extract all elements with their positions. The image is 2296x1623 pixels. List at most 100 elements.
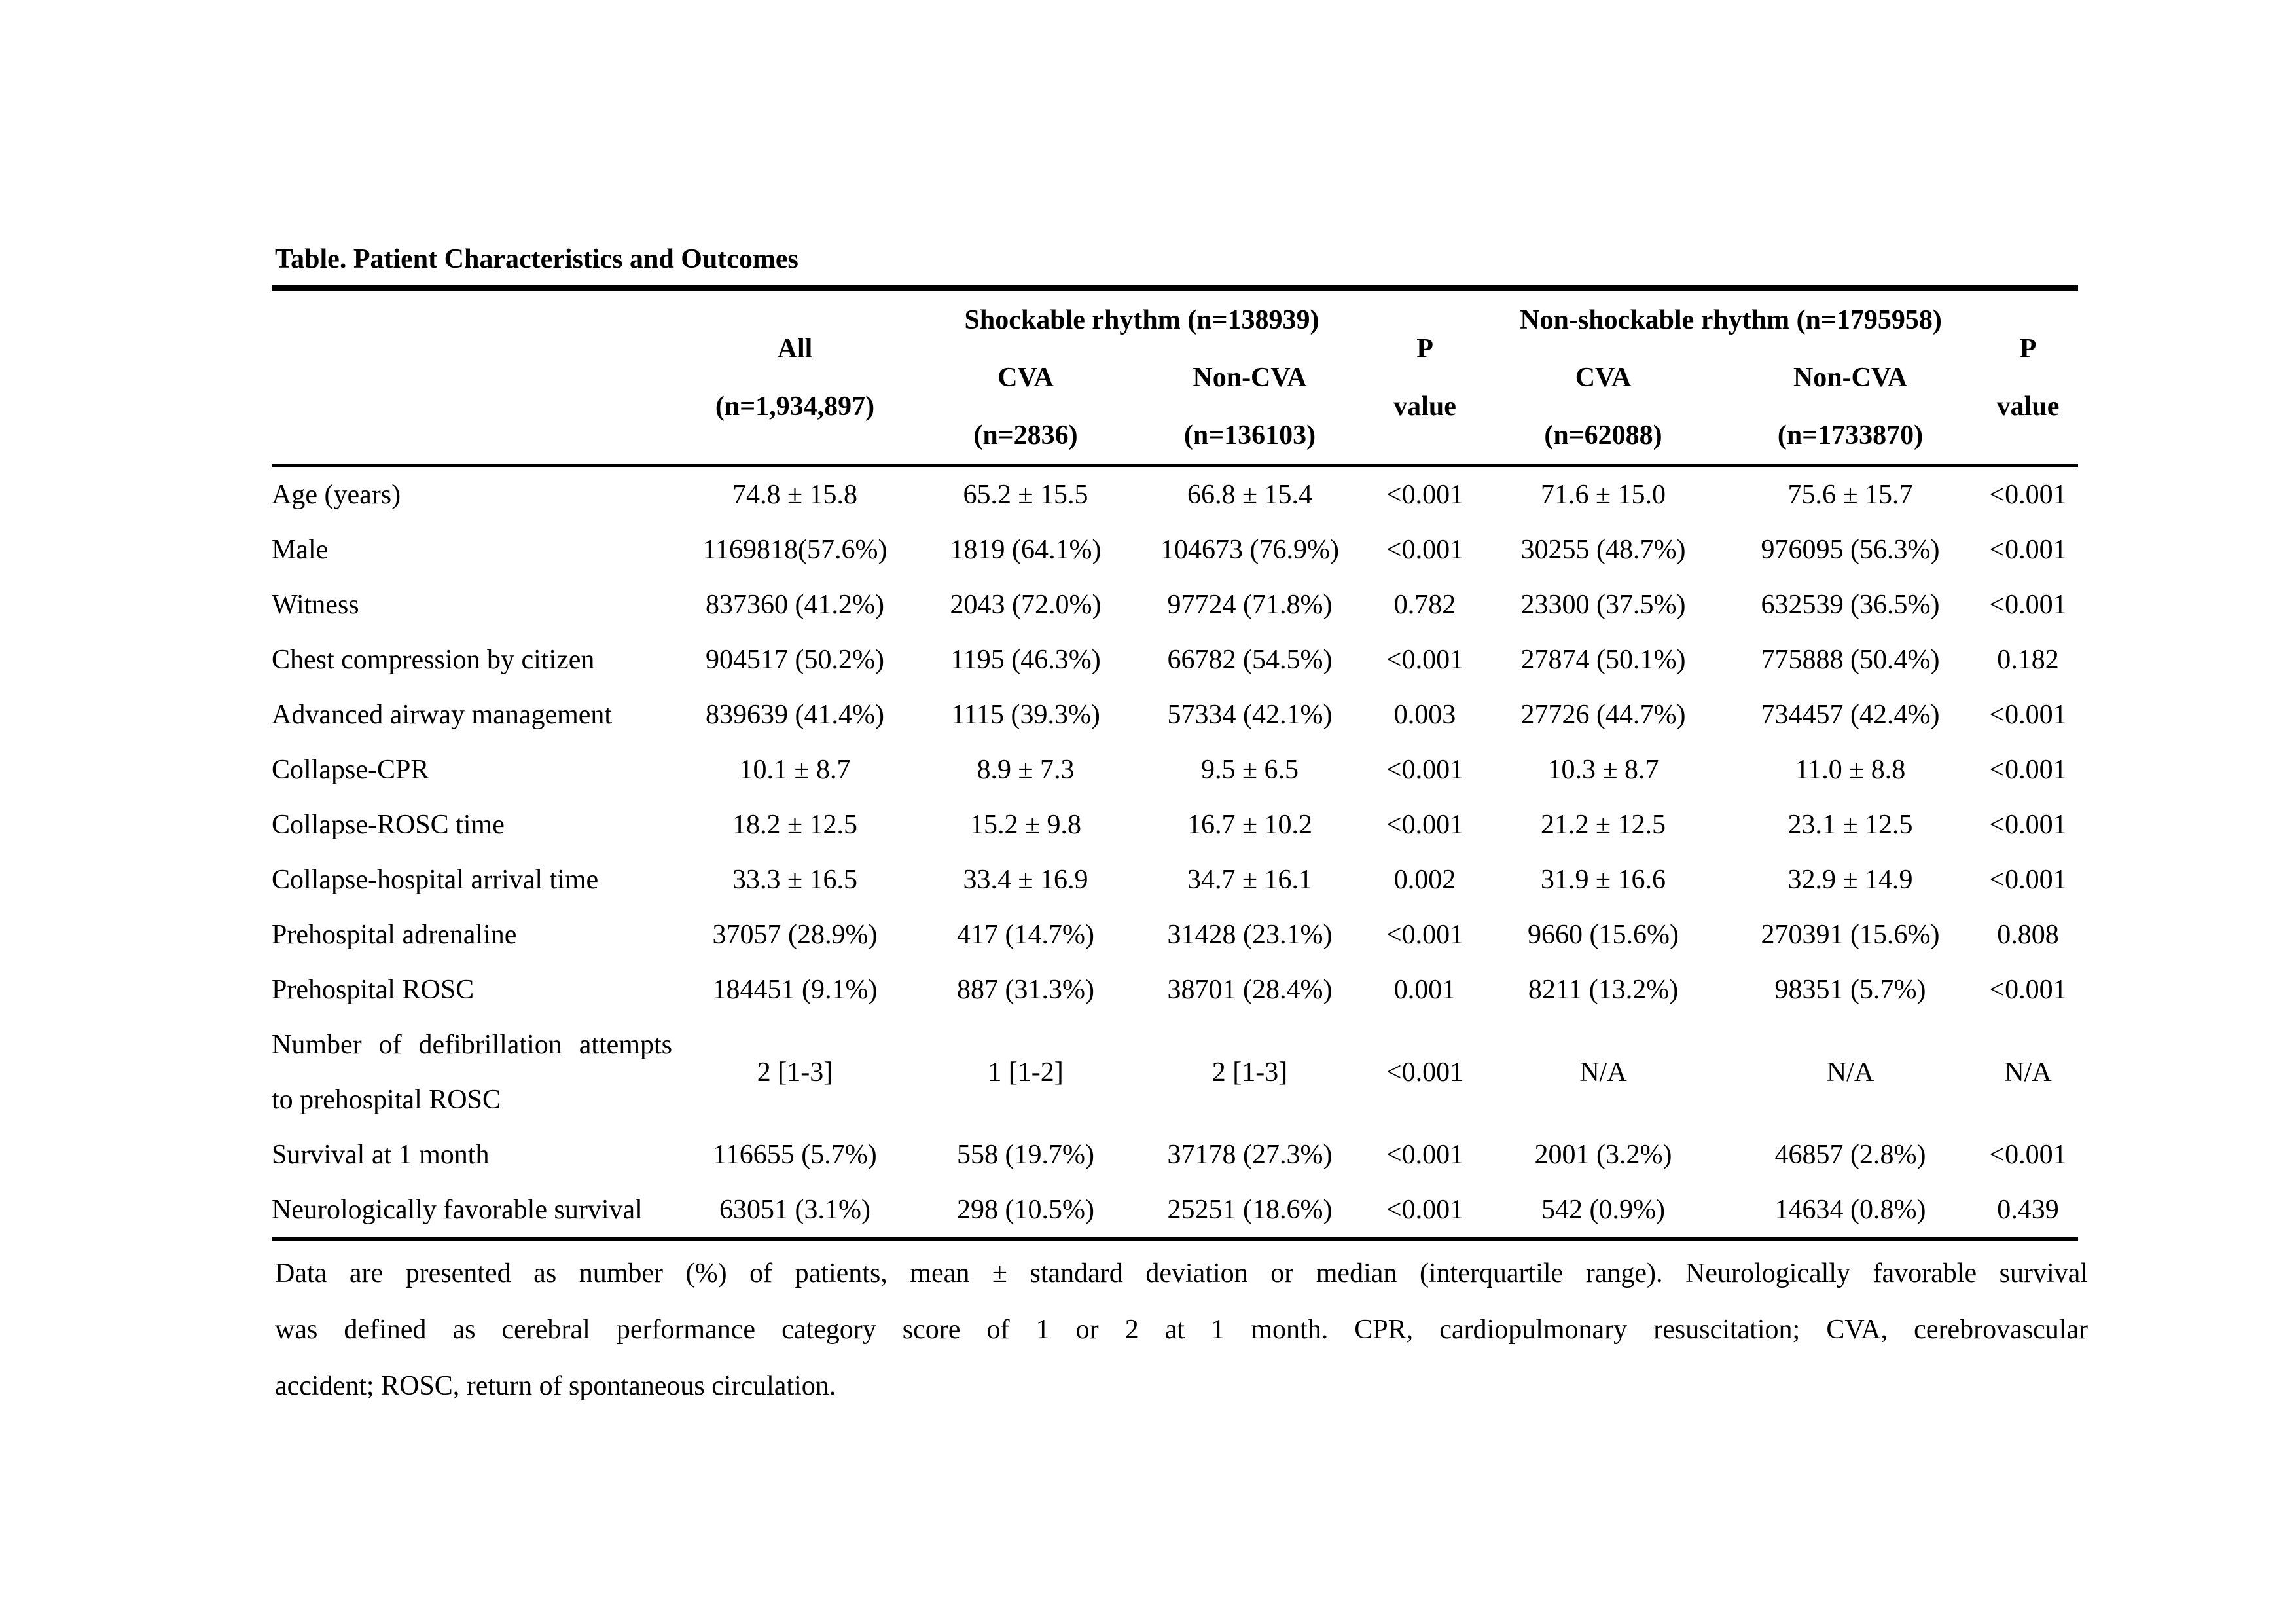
cell-shockable-noncva: 37178 (27.3%) [1167,1140,1333,1170]
row-label: Collapse-ROSC time [272,810,505,840]
cell-shockable-cva: 65.2 ± 15.5 [963,480,1088,510]
shockable-noncva-label: Non-CVA [1193,363,1307,393]
cell-shockable-cva: 298 (10.5%) [957,1195,1094,1225]
cell-pvalue-shockable: <0.001 [1386,535,1464,565]
cell-shockable-noncva: 2 [1-3] [1211,1057,1288,1087]
cell-all: 184451 (9.1%) [712,975,878,1005]
cell-nonshockable-noncva: 270391 (15.6%) [1761,920,1940,950]
cell-nonshockable-noncva: 14634 (0.8%) [1774,1195,1926,1225]
cell-pvalue-nonshockable: 0.808 [1997,920,2059,950]
row-label: Neurologically favorable survival [272,1195,643,1225]
cell-nonshockable-cva: 27726 (44.7%) [1520,700,1686,730]
cell-nonshockable-noncva: 98351 (5.7%) [1774,975,1926,1005]
table-row-survival-1-month: Survival at 1 month 116655 (5.7%) 558 (1… [272,1127,2078,1182]
column-header-shockable-cva: CVA (n=2836) [918,349,1134,466]
table-body: Age (years) 74.8 ± 15.8 65.2 ± 15.5 66.8… [272,466,2078,1239]
footnote-line-1: Data are presented as number (%) of pati… [275,1258,2088,1288]
cell-nonshockable-cva: 71.6 ± 15.0 [1540,480,1666,510]
table-row-prehospital-adrenaline: Prehospital adrenaline 37057 (28.9%) 417… [272,907,2078,962]
header-row-subgroups: CVA (n=2836) Non-CVA (n=136103) CVA (n=6… [272,349,2078,466]
row-label: Number of defibrillation attempts to pre… [272,1017,672,1127]
pvalue-line1: P [1416,334,1433,364]
cell-all: 10.1 ± 8.7 [739,755,851,785]
table-row-advanced-airway: Advanced airway management 839639 (41.4%… [272,687,2078,742]
cell-shockable-noncva: 66.8 ± 15.4 [1187,480,1313,510]
cell-pvalue-nonshockable: <0.001 [1989,810,2067,840]
row-label: Prehospital ROSC [272,975,475,1005]
cell-shockable-cva: 1195 (46.3%) [950,645,1101,675]
cell-pvalue-shockable: <0.001 [1386,480,1464,510]
cell-shockable-noncva: 16.7 ± 10.2 [1187,810,1313,840]
shockable-cva-label: CVA [997,363,1054,393]
cell-shockable-cva: 417 (14.7%) [957,920,1094,950]
table-title: Table. Patient Characteristics and Outco… [275,244,798,274]
cell-nonshockable-cva: 542 (0.9%) [1541,1195,1665,1225]
cell-nonshockable-cva: 23300 (37.5%) [1520,590,1686,620]
cell-all: 37057 (28.9%) [712,920,878,950]
cell-all: 63051 (3.1%) [719,1195,870,1225]
cell-pvalue-shockable: <0.001 [1386,755,1464,785]
column-header-pvalue-nonshockable: P value [1978,289,2078,466]
table-footnote: Data are presented as number (%) of pati… [275,1245,2088,1414]
cell-nonshockable-cva: N/A [1579,1057,1627,1087]
cell-pvalue-shockable: 0.782 [1393,590,1456,620]
cell-nonshockable-cva: 9660 (15.6%) [1528,920,1679,950]
table-row-witness: Witness 837360 (41.2%) 2043 (72.0%) 9772… [272,577,2078,632]
cell-nonshockable-noncva: N/A [1826,1057,1874,1087]
shockable-noncva-n: (n=136103) [1183,420,1316,450]
cell-shockable-cva: 33.4 ± 16.9 [963,865,1088,895]
cell-pvalue-shockable: <0.001 [1386,1140,1464,1170]
pvalue-line1: P [2019,334,2037,364]
cell-shockable-noncva: 34.7 ± 16.1 [1187,865,1313,895]
cell-pvalue-nonshockable: 0.439 [1997,1195,2059,1225]
cell-nonshockable-cva: 21.2 ± 12.5 [1540,810,1666,840]
row-label: Collapse-CPR [272,755,429,785]
cell-shockable-cva: 1819 (64.1%) [950,535,1102,565]
cell-all: 33.3 ± 16.5 [732,865,858,895]
row-label: Chest compression by citizen [272,645,595,675]
cell-pvalue-shockable: <0.001 [1386,645,1464,675]
cell-nonshockable-cva: 8211 (13.2%) [1528,975,1679,1005]
cell-pvalue-nonshockable: <0.001 [1989,700,2067,730]
footnote-line-3: accident; ROSC, return of spontaneous ci… [275,1371,836,1401]
row-label: Advanced airway management [272,700,613,730]
column-header-all-line1: All [777,334,813,364]
table-row-defibrillation-attempts: Number of defibrillation attempts to pre… [272,1017,2078,1127]
cell-all: 116655 (5.7%) [713,1140,877,1170]
column-header-nonshockable-cva: CVA (n=62088) [1484,349,1723,466]
cell-shockable-cva: 558 (19.7%) [957,1140,1094,1170]
cell-shockable-noncva: 38701 (28.4%) [1167,975,1333,1005]
cell-shockable-noncva: 25251 (18.6%) [1167,1195,1333,1225]
cell-pvalue-nonshockable: N/A [2004,1057,2052,1087]
cell-all: 18.2 ± 12.5 [732,810,858,840]
pvalue-line2: value [1393,392,1456,422]
table-container: All (n=1,934,897) Shockable rhythm (n=13… [272,285,2079,1241]
cell-shockable-noncva: 104673 (76.9%) [1160,535,1339,565]
cell-pvalue-nonshockable: <0.001 [1989,975,2067,1005]
column-group-nonshockable: Non-shockable rhythm (n=1795958) [1520,305,1942,335]
cell-pvalue-nonshockable: <0.001 [1989,865,2067,895]
cell-all: 839639 (41.4%) [706,700,884,730]
table-row-age: Age (years) 74.8 ± 15.8 65.2 ± 15.5 66.8… [272,466,2078,523]
row-label: Prehospital adrenaline [272,920,517,950]
row-label-line1: Number of defibrillation attempts [272,1030,672,1060]
cell-shockable-cva: 15.2 ± 9.8 [969,810,1082,840]
cell-pvalue-nonshockable: <0.001 [1989,590,2067,620]
header-row-groups: All (n=1,934,897) Shockable rhythm (n=13… [272,289,2078,422]
nonshockable-noncva-n: (n=1733870) [1777,420,1924,450]
column-header-all-line2: (n=1,934,897) [715,392,875,422]
cell-nonshockable-noncva: 976095 (56.3%) [1761,535,1940,565]
table-row-collapse-rosc: Collapse-ROSC time 18.2 ± 12.5 15.2 ± 9.… [272,797,2078,852]
cell-pvalue-shockable: 0.003 [1393,700,1456,730]
column-header-shockable-noncva: Non-CVA (n=136103) [1134,349,1366,466]
cell-pvalue-nonshockable: <0.001 [1989,480,2067,510]
shockable-cva-n: (n=2836) [973,420,1078,450]
cell-shockable-cva: 887 (31.3%) [957,975,1094,1005]
table-row-male: Male 1169818(57.6%) 1819 (64.1%) 104673 … [272,522,2078,577]
row-label: Collapse-hospital arrival time [272,865,599,895]
table-row-collapse-hospital: Collapse-hospital arrival time 33.3 ± 16… [272,852,2078,907]
table-row-chest-compression: Chest compression by citizen 904517 (50.… [272,632,2078,687]
cell-nonshockable-cva: 2001 (3.2%) [1534,1140,1672,1170]
cell-shockable-cva: 2043 (72.0%) [950,590,1102,620]
cell-pvalue-shockable: 0.002 [1393,865,1456,895]
